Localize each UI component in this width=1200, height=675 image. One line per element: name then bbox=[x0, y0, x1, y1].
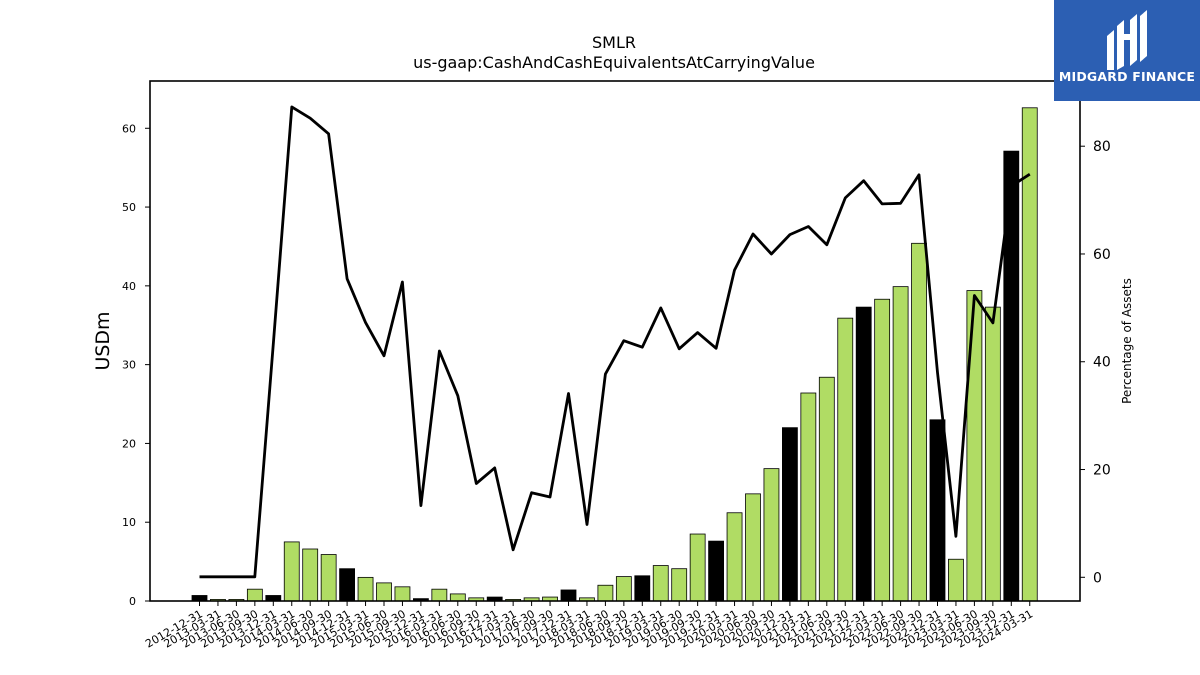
line-group bbox=[199, 105, 1031, 579]
bar bbox=[874, 298, 891, 602]
y-tick-label: 10 bbox=[122, 516, 136, 529]
bar bbox=[449, 593, 466, 602]
y2-tick-label: 40 bbox=[1093, 355, 1111, 371]
bar bbox=[246, 588, 263, 602]
bar bbox=[615, 576, 632, 602]
y2-tick-label: 80 bbox=[1093, 139, 1111, 155]
bar bbox=[339, 568, 356, 602]
bar bbox=[855, 306, 872, 602]
bar bbox=[726, 512, 743, 602]
midgard-logo-icon bbox=[1107, 10, 1147, 70]
bar bbox=[191, 595, 208, 602]
bar bbox=[431, 588, 448, 602]
y-tick-label: 50 bbox=[122, 201, 136, 214]
bar bbox=[265, 595, 282, 602]
chart-subtitle: us-gaap:CashAndCashEquivalentsAtCarrying… bbox=[413, 53, 815, 72]
y2-axis-label: Percentage of Assets bbox=[1120, 278, 1134, 404]
bar bbox=[800, 392, 817, 602]
bar bbox=[689, 533, 706, 602]
percentage-line bbox=[199, 105, 1031, 579]
y2-tick-label: 60 bbox=[1093, 247, 1111, 263]
bar bbox=[597, 584, 614, 602]
bar bbox=[892, 286, 909, 602]
bar bbox=[837, 317, 854, 602]
bar bbox=[763, 468, 780, 602]
bar bbox=[782, 427, 798, 602]
y-tick-label: 60 bbox=[122, 122, 136, 135]
bar bbox=[560, 589, 577, 602]
y-axis-label: USDm bbox=[92, 311, 114, 370]
bars-group bbox=[191, 107, 1038, 602]
bar bbox=[1021, 107, 1038, 602]
bar bbox=[283, 541, 300, 602]
plot-frame bbox=[149, 80, 1081, 602]
midgard-finance-logo: MIDGARD FINANCE bbox=[1054, 0, 1200, 101]
bar bbox=[745, 493, 761, 602]
bar bbox=[394, 586, 411, 602]
bar bbox=[634, 575, 651, 602]
bar bbox=[376, 582, 392, 602]
bar bbox=[984, 306, 1001, 602]
bar bbox=[302, 548, 319, 602]
bar bbox=[911, 242, 927, 602]
bar bbox=[652, 565, 669, 602]
bar bbox=[966, 290, 983, 602]
bar bbox=[671, 568, 688, 602]
bar bbox=[818, 376, 835, 602]
bar bbox=[320, 554, 337, 602]
bar bbox=[708, 540, 724, 602]
chart-title: SMLR bbox=[592, 33, 636, 52]
y-tick-label: 20 bbox=[122, 437, 136, 450]
y-tick-label: 40 bbox=[122, 280, 136, 293]
y-tick-label: 0 bbox=[129, 595, 136, 608]
axes-group: 01020304050600204060802012-12-312013-03-… bbox=[122, 80, 1111, 651]
y2-tick-label: 0 bbox=[1093, 570, 1102, 586]
logo-text: MIDGARD FINANCE bbox=[1058, 69, 1196, 84]
bar bbox=[948, 558, 964, 602]
y2-tick-label: 20 bbox=[1093, 463, 1111, 479]
y-tick-label: 30 bbox=[122, 359, 136, 372]
bar bbox=[929, 419, 946, 602]
bar bbox=[357, 576, 374, 602]
